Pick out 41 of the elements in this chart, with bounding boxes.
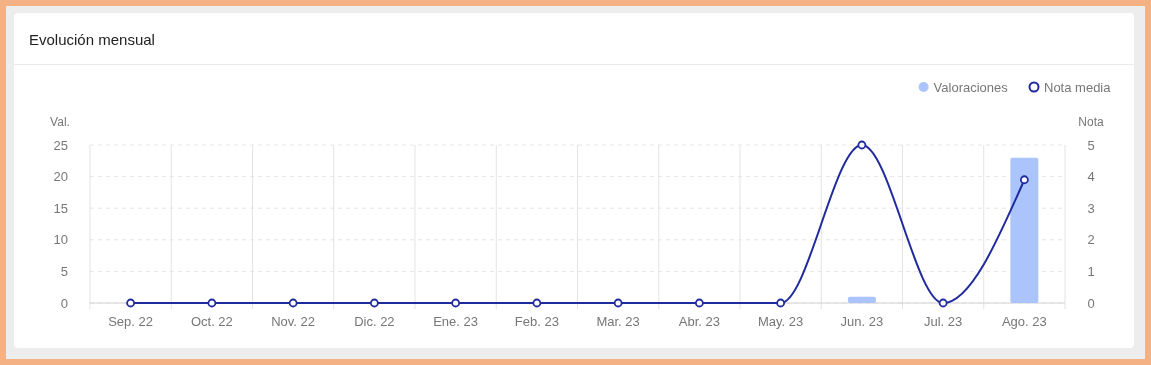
y2-tick-label: 4 — [1087, 169, 1095, 185]
y2-axis-title: Nota — [1078, 115, 1104, 129]
y2-tick-label: 3 — [1087, 200, 1095, 216]
x-tick-label: Abr. 23 — [678, 314, 720, 329]
point — [857, 140, 867, 150]
y-tick-label: 20 — [53, 169, 68, 185]
y2-tick-label: 5 — [1087, 137, 1095, 153]
x-tick-label: Nov. 22 — [271, 314, 316, 329]
y-tick-label: 25 — [53, 137, 68, 153]
point — [369, 298, 379, 308]
y-axis-title: Val. — [50, 115, 70, 129]
y2-tick-label: 2 — [1087, 232, 1095, 248]
x-tick-label: Jun. 23 — [840, 314, 884, 329]
y-tick-label: 15 — [53, 200, 68, 216]
x-tick-label: Mar. 23 — [596, 314, 640, 329]
point — [1019, 175, 1029, 185]
point — [126, 298, 136, 308]
point — [532, 298, 542, 308]
x-tick-label: May. 23 — [757, 314, 804, 329]
x-tick-label: Dic. 22 — [354, 314, 395, 329]
x-tick-label: Oct. 22 — [190, 314, 233, 329]
point — [451, 298, 461, 308]
x-tick-label: Ago. 23 — [1001, 314, 1047, 329]
x-tick-label: Sep. 22 — [108, 314, 154, 329]
x-tick-label: Ene. 23 — [433, 314, 479, 329]
y-tick-label: 5 — [60, 263, 68, 279]
chart-title: Evolución mensual — [29, 31, 155, 48]
point — [613, 298, 623, 308]
y2-tick-label: 1 — [1087, 263, 1095, 279]
point — [694, 298, 704, 308]
y-tick-label: 0 — [60, 295, 68, 311]
legend-label: Nota media — [1044, 79, 1112, 95]
y2-tick-label: 0 — [1087, 295, 1095, 311]
x-tick-label: Feb. 23 — [514, 314, 559, 329]
point — [207, 298, 217, 308]
point — [938, 298, 948, 308]
y-tick-label: 10 — [53, 232, 68, 248]
legend-label: Valoraciones — [933, 79, 1009, 95]
x-tick-label: Jul. 23 — [923, 314, 963, 329]
point — [288, 298, 298, 308]
point — [776, 298, 786, 308]
